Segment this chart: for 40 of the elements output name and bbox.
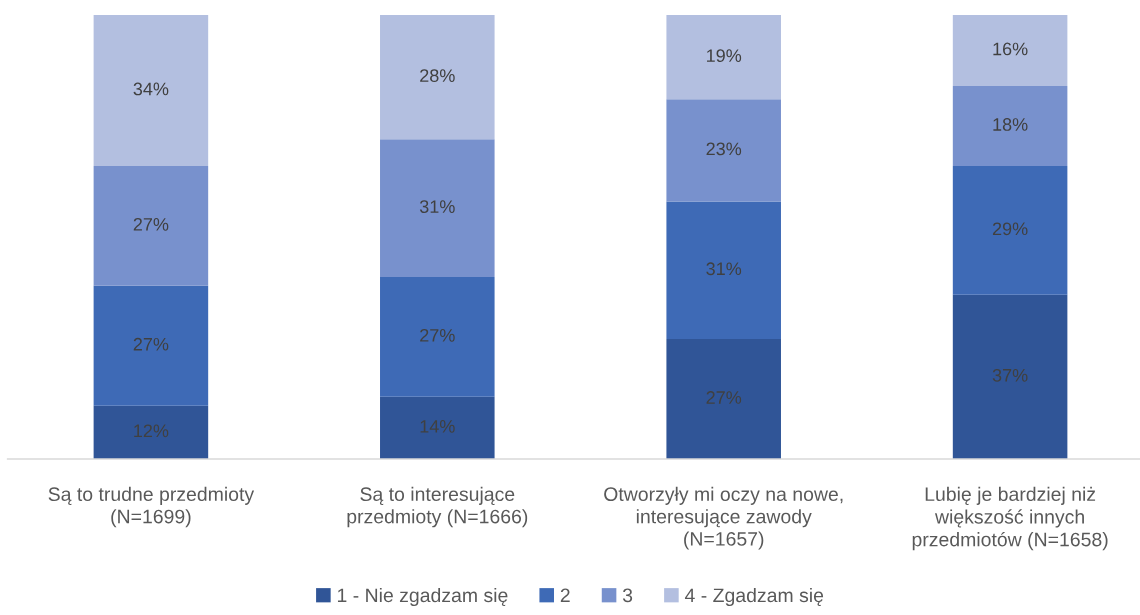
data-label: 27% — [706, 391, 742, 404]
bar — [666, 15, 781, 100]
legend-label: 4 - Zgadzam się — [684, 587, 824, 607]
legend-label: 2 — [560, 588, 570, 603]
legend-label: 3 — [622, 588, 633, 603]
data-label: 37% — [992, 368, 1028, 382]
bar — [93, 15, 209, 166]
bar — [666, 339, 781, 459]
bar — [93, 165, 209, 286]
data-label: 12% — [134, 424, 169, 438]
x-tick-label: Są to trudne przedmioty (N=1699) — [48, 486, 255, 528]
data-label: 14% — [420, 420, 455, 433]
data-label: 27% — [133, 217, 169, 231]
bar — [380, 15, 495, 140]
legend-label: 1 - Nie zgadzam się — [337, 587, 508, 607]
bar — [952, 165, 1068, 295]
x-tick-label: Otworzyły mi oczy na nowe, interesujące zawody (N=1657) — [604, 486, 843, 550]
data-label: 31% — [419, 200, 455, 213]
data-label: 19% — [707, 49, 742, 63]
data-label: 27% — [133, 337, 169, 351]
data-label: 31% — [706, 262, 742, 276]
data-label: 28% — [420, 69, 455, 83]
data-label: 18% — [993, 118, 1028, 131]
bar — [380, 139, 495, 277]
data-label: 16% — [993, 42, 1028, 56]
bar — [666, 201, 781, 340]
bar — [93, 285, 209, 406]
data-label: 27% — [420, 328, 455, 342]
x-tick-label: Są to interesujące przedmioty (N=1666) — [347, 486, 528, 528]
bar — [93, 405, 209, 459]
bar — [952, 294, 1068, 459]
data-label: 23% — [706, 142, 742, 156]
bar — [380, 396, 495, 459]
bar — [952, 86, 1068, 166]
data-label: 34% — [133, 82, 169, 96]
data-label: 29% — [992, 222, 1028, 236]
x-tick-label: Lubię je bardziej niż większość innych przedmiotów (N=1658) — [912, 486, 1108, 551]
bar — [666, 99, 781, 202]
bar — [380, 276, 495, 397]
bar — [952, 15, 1068, 87]
